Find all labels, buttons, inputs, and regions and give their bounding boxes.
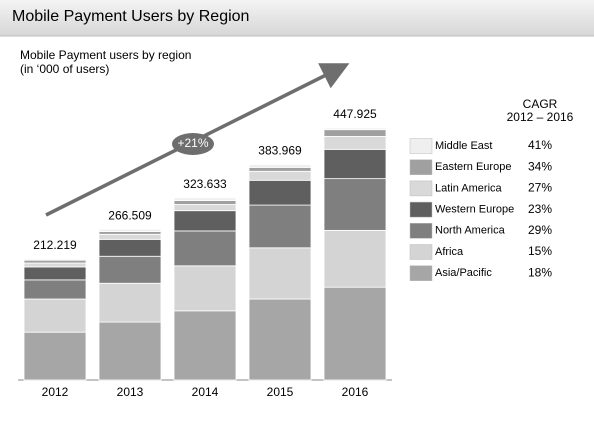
cagr-header: CAGR	[523, 97, 558, 111]
bar-segment	[248, 164, 312, 168]
bar-segment	[323, 148, 387, 180]
cagr-value: 34%	[528, 159, 552, 173]
bar-segment	[248, 247, 312, 300]
legend-swatch	[409, 244, 433, 260]
cagr-value: 29%	[528, 223, 552, 237]
legend-swatch	[409, 138, 433, 154]
x-tick-label: 2013	[117, 385, 144, 399]
bar-segment	[23, 331, 87, 381]
bar-segment	[323, 136, 387, 150]
bar-segment	[23, 262, 87, 268]
bar-segment	[323, 127, 387, 131]
bar-segment	[23, 258, 87, 261]
legend-swatch	[409, 265, 433, 281]
bar-segment	[323, 178, 387, 231]
legend-swatch	[409, 159, 433, 175]
header-bar	[0, 0, 594, 36]
legend-swatch	[409, 180, 433, 197]
bar-segment	[173, 200, 237, 205]
bar-segment	[98, 231, 162, 235]
legend-swatch	[409, 201, 433, 218]
bar-segment	[23, 279, 87, 300]
growth-label: +21%	[177, 136, 208, 150]
bar-segment	[248, 179, 312, 206]
bar-segment	[98, 282, 162, 323]
bar-segment	[173, 265, 237, 312]
legend-label: North America	[435, 225, 506, 237]
cagr-value: 27%	[528, 181, 552, 195]
growth-badge	[172, 133, 214, 155]
bar-segment	[248, 204, 312, 249]
bar-segment	[23, 266, 87, 281]
chart-title: Mobile Payment Users by Region	[12, 8, 249, 25]
bar-segment	[98, 238, 162, 257]
bar-segment	[248, 170, 312, 181]
cagr-value: 23%	[528, 202, 552, 216]
total-label: 447.925	[333, 107, 377, 121]
bar-segment	[98, 228, 162, 232]
cagr-value: 15%	[528, 244, 552, 258]
bar-segment	[98, 321, 162, 381]
subtitle: (in ‘000 of users)	[20, 62, 109, 76]
bar-segment	[23, 259, 87, 264]
legend-label: Middle East	[435, 140, 492, 152]
x-tick-label: 2016	[342, 385, 369, 399]
bar-segment	[173, 310, 237, 381]
bar-segment	[173, 197, 237, 201]
cagr-value: 18%	[528, 265, 552, 279]
legend-label: Eastern Europe	[435, 161, 511, 173]
legend-swatch	[409, 223, 433, 239]
bar-segment	[173, 204, 237, 212]
x-tick-label: 2014	[192, 385, 219, 399]
cagr-value: 41%	[528, 138, 552, 152]
bar-segment	[323, 286, 387, 381]
total-label: 323.633	[183, 177, 227, 191]
total-label: 212.219	[33, 238, 77, 252]
legend-label: Latin America	[435, 182, 503, 194]
bar-segment	[323, 229, 387, 288]
legend-label: Western Europe	[435, 204, 514, 216]
bar-segment	[323, 129, 387, 137]
bar-segment	[23, 298, 87, 333]
bar-segment	[173, 230, 237, 267]
x-tick-label: 2015	[267, 385, 294, 399]
bar-segment	[248, 166, 312, 172]
legend-label: Asia/Pacific	[435, 267, 492, 279]
legend-label: Africa	[435, 246, 464, 258]
total-label: 383.969	[258, 144, 302, 158]
cagr-header: 2012 – 2016	[507, 110, 574, 124]
total-label: 266.509	[108, 208, 152, 222]
bar-segment	[173, 210, 237, 232]
x-tick-label: 2012	[42, 385, 69, 399]
bar-segment	[248, 298, 312, 381]
bar-segment	[98, 233, 162, 240]
subtitle: Mobile Payment users by region	[20, 48, 191, 62]
bar-segment	[98, 255, 162, 284]
